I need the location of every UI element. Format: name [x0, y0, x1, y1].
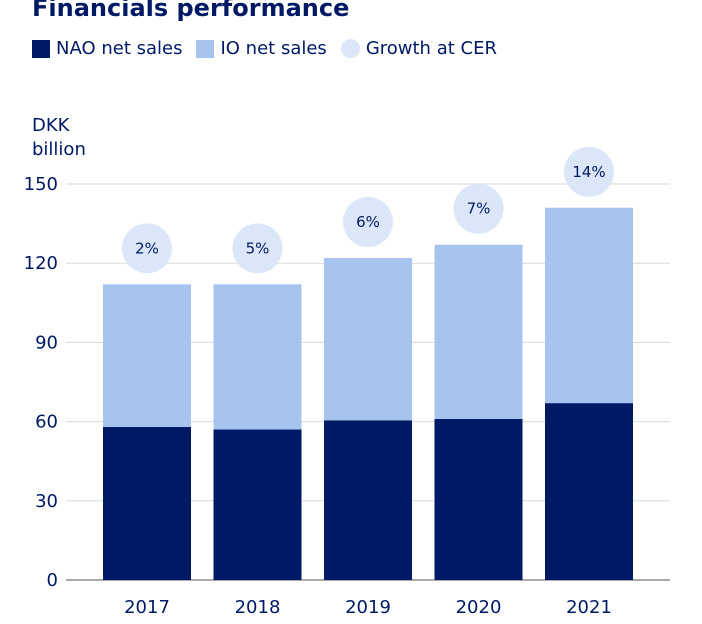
x-tick-label-2019: 2019 — [345, 597, 391, 618]
y-tick-label-150: 150 — [24, 174, 58, 195]
bar-io-2020 — [434, 244, 523, 419]
growth-label-2021: 14% — [572, 163, 605, 181]
bar-nao-2020 — [434, 418, 523, 580]
growth-label-2019: 6% — [356, 213, 380, 231]
chart-title: Financials performance — [32, 0, 350, 22]
legend-swatch-growth — [340, 39, 360, 58]
legend-item-nao: NAO net sales — [32, 38, 182, 59]
growth-bubble-2018 — [232, 223, 283, 274]
bar-io-2018 — [213, 284, 302, 430]
growth-label-2017: 2% — [135, 239, 159, 257]
legend-item-growth: Growth at CER — [340, 38, 497, 59]
x-tick-label-2020: 2020 — [456, 597, 502, 618]
y-tick-label-90: 90 — [35, 332, 58, 353]
growth-bubble-2020 — [453, 183, 504, 234]
y-tick-label-30: 30 — [35, 491, 58, 512]
growth-label-2018: 5% — [246, 239, 270, 257]
x-tick-label-2017: 2017 — [124, 597, 170, 618]
y-axis-label-line1: DKK — [32, 115, 71, 136]
growth-label-2020: 7% — [467, 200, 491, 218]
x-tick-label-2018: 2018 — [235, 597, 281, 618]
growth-bubble-2021 — [564, 146, 614, 197]
y-tick-label-60: 60 — [35, 412, 58, 433]
legend-item-io: IO net sales — [196, 38, 327, 59]
legend-label-io: IO net sales — [220, 38, 327, 59]
legend-label-growth: Growth at CER — [365, 38, 497, 59]
y-tick-label-0: 0 — [47, 570, 58, 591]
y-axis-label-line2: billion — [32, 139, 86, 160]
bar-io-2021 — [545, 207, 633, 404]
bar-nao-2019 — [324, 420, 412, 580]
y-tick-label-120: 120 — [24, 253, 58, 274]
legend-label-nao: NAO net sales — [56, 38, 183, 59]
growth-bubble-2019 — [343, 196, 393, 247]
bar-io-2017 — [103, 284, 191, 427]
growth-bubble-2017 — [122, 223, 172, 274]
legend-swatch-nao — [32, 39, 50, 58]
bar-io-2019 — [324, 257, 412, 421]
x-tick-label-2021: 2021 — [566, 597, 612, 618]
legend: NAO net sales IO net sales Growth at CER — [32, 38, 511, 59]
bar-nao-2017 — [103, 426, 191, 580]
legend-swatch-io — [196, 39, 215, 58]
bar-nao-2021 — [545, 403, 633, 580]
bar-nao-2018 — [213, 429, 302, 580]
